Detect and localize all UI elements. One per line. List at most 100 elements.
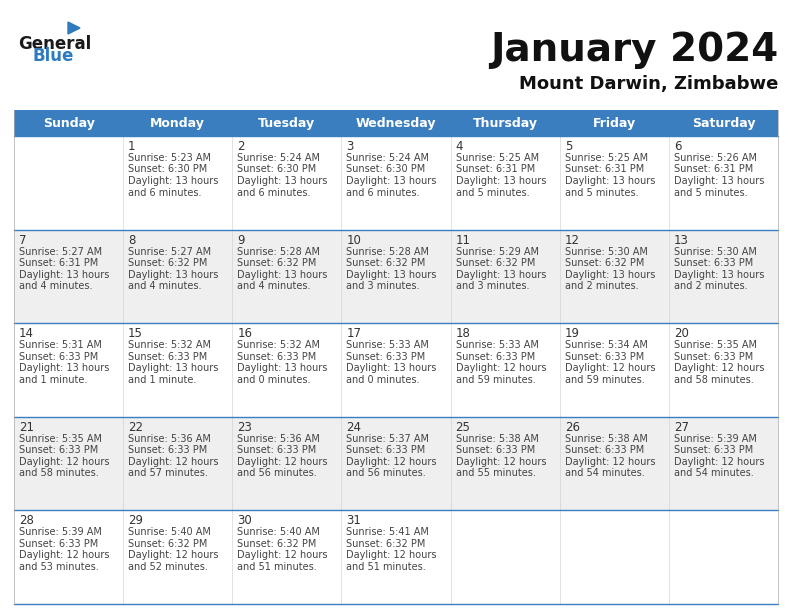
Text: and 3 minutes.: and 3 minutes. [346,281,420,291]
Text: and 4 minutes.: and 4 minutes. [19,281,93,291]
Text: and 4 minutes.: and 4 minutes. [238,281,310,291]
Text: and 57 minutes.: and 57 minutes. [128,468,208,479]
Text: Sunset: 6:33 PM: Sunset: 6:33 PM [346,446,425,455]
Text: Sunrise: 5:27 AM: Sunrise: 5:27 AM [19,247,102,256]
Text: Sunset: 6:33 PM: Sunset: 6:33 PM [455,352,535,362]
Text: Daylight: 12 hours: Daylight: 12 hours [674,457,764,467]
Text: Daylight: 13 hours: Daylight: 13 hours [346,270,437,280]
Text: and 6 minutes.: and 6 minutes. [238,187,310,198]
Text: Sunrise: 5:28 AM: Sunrise: 5:28 AM [238,247,320,256]
Bar [669,110,778,136]
Text: January 2024: January 2024 [489,31,778,69]
Text: and 53 minutes.: and 53 minutes. [19,562,99,572]
Bar [341,110,451,136]
Text: and 5 minutes.: and 5 minutes. [565,187,638,198]
Text: Sunset: 6:32 PM: Sunset: 6:32 PM [128,258,208,268]
Text: Daylight: 13 hours: Daylight: 13 hours [565,176,655,186]
Text: 16: 16 [238,327,253,340]
Text: and 58 minutes.: and 58 minutes. [674,375,754,385]
Text: Sunrise: 5:39 AM: Sunrise: 5:39 AM [19,528,102,537]
Text: Sunset: 6:31 PM: Sunset: 6:31 PM [19,258,98,268]
Text: General: General [18,35,91,53]
Text: 17: 17 [346,327,361,340]
Text: Sunday: Sunday [43,116,94,130]
Text: Sunrise: 5:23 AM: Sunrise: 5:23 AM [128,153,211,163]
Text: 20: 20 [674,327,689,340]
Text: and 4 minutes.: and 4 minutes. [128,281,202,291]
Text: Blue: Blue [32,47,74,65]
Text: Sunset: 6:31 PM: Sunset: 6:31 PM [455,165,535,174]
Text: 7: 7 [19,234,26,247]
Text: Daylight: 13 hours: Daylight: 13 hours [346,363,437,373]
Text: Daylight: 12 hours: Daylight: 12 hours [238,457,328,467]
Text: Sunrise: 5:25 AM: Sunrise: 5:25 AM [565,153,648,163]
Text: Daylight: 13 hours: Daylight: 13 hours [128,270,219,280]
Text: Sunrise: 5:35 AM: Sunrise: 5:35 AM [19,434,102,444]
Text: Sunset: 6:33 PM: Sunset: 6:33 PM [128,446,208,455]
Text: Daylight: 12 hours: Daylight: 12 hours [128,457,219,467]
Bar [560,110,669,136]
Text: 29: 29 [128,515,143,528]
Text: Tuesday: Tuesday [258,116,315,130]
Text: 22: 22 [128,421,143,434]
Text: Sunrise: 5:24 AM: Sunrise: 5:24 AM [238,153,320,163]
Text: 1: 1 [128,140,135,153]
Text: 18: 18 [455,327,470,340]
Text: Daylight: 13 hours: Daylight: 13 hours [455,176,546,186]
Text: Daylight: 13 hours: Daylight: 13 hours [128,363,219,373]
Text: Daylight: 13 hours: Daylight: 13 hours [19,270,109,280]
Text: 10: 10 [346,234,361,247]
Text: Daylight: 13 hours: Daylight: 13 hours [238,363,328,373]
Text: Sunset: 6:31 PM: Sunset: 6:31 PM [565,165,644,174]
Text: Thursday: Thursday [473,116,538,130]
Text: Daylight: 13 hours: Daylight: 13 hours [238,270,328,280]
Text: Sunrise: 5:41 AM: Sunrise: 5:41 AM [346,528,429,537]
Text: Sunset: 6:33 PM: Sunset: 6:33 PM [19,352,98,362]
Text: Sunrise: 5:35 AM: Sunrise: 5:35 AM [674,340,757,350]
Text: Sunset: 6:33 PM: Sunset: 6:33 PM [346,352,425,362]
Text: Sunrise: 5:34 AM: Sunrise: 5:34 AM [565,340,648,350]
Text: Daylight: 12 hours: Daylight: 12 hours [455,457,546,467]
Text: 31: 31 [346,515,361,528]
Text: Sunset: 6:33 PM: Sunset: 6:33 PM [19,446,98,455]
Text: Sunrise: 5:31 AM: Sunrise: 5:31 AM [19,340,102,350]
Bar [14,323,778,417]
Text: and 59 minutes.: and 59 minutes. [455,375,535,385]
Text: Sunset: 6:33 PM: Sunset: 6:33 PM [128,352,208,362]
Text: Daylight: 13 hours: Daylight: 13 hours [346,176,437,186]
Text: and 56 minutes.: and 56 minutes. [238,468,317,479]
Text: 30: 30 [238,515,252,528]
Text: Daylight: 13 hours: Daylight: 13 hours [455,270,546,280]
Text: and 1 minute.: and 1 minute. [19,375,87,385]
Bar [14,417,778,510]
Text: Sunrise: 5:36 AM: Sunrise: 5:36 AM [128,434,211,444]
Text: and 2 minutes.: and 2 minutes. [565,281,638,291]
Text: Sunrise: 5:40 AM: Sunrise: 5:40 AM [238,528,320,537]
Text: Daylight: 12 hours: Daylight: 12 hours [455,363,546,373]
Text: 15: 15 [128,327,143,340]
Text: Sunrise: 5:30 AM: Sunrise: 5:30 AM [674,247,756,256]
Text: Daylight: 13 hours: Daylight: 13 hours [565,270,655,280]
Text: Sunrise: 5:38 AM: Sunrise: 5:38 AM [455,434,539,444]
Text: 4: 4 [455,140,463,153]
Text: Sunrise: 5:36 AM: Sunrise: 5:36 AM [238,434,320,444]
Text: and 54 minutes.: and 54 minutes. [674,468,754,479]
Text: Sunrise: 5:27 AM: Sunrise: 5:27 AM [128,247,211,256]
Text: Daylight: 12 hours: Daylight: 12 hours [19,550,109,561]
Text: Sunrise: 5:33 AM: Sunrise: 5:33 AM [346,340,429,350]
Text: Sunrise: 5:33 AM: Sunrise: 5:33 AM [455,340,539,350]
Text: Sunset: 6:30 PM: Sunset: 6:30 PM [238,165,317,174]
Text: Sunset: 6:33 PM: Sunset: 6:33 PM [238,352,317,362]
Text: Sunset: 6:33 PM: Sunset: 6:33 PM [674,258,753,268]
Bar [232,110,341,136]
Text: Daylight: 13 hours: Daylight: 13 hours [128,176,219,186]
Text: Monday: Monday [150,116,205,130]
Bar [14,110,123,136]
Text: Sunset: 6:33 PM: Sunset: 6:33 PM [565,446,644,455]
Text: Daylight: 12 hours: Daylight: 12 hours [346,550,437,561]
Bar [14,136,778,230]
Text: Saturday: Saturday [691,116,756,130]
Text: Daylight: 13 hours: Daylight: 13 hours [238,176,328,186]
Text: Sunset: 6:32 PM: Sunset: 6:32 PM [565,258,644,268]
Text: and 58 minutes.: and 58 minutes. [19,468,99,479]
